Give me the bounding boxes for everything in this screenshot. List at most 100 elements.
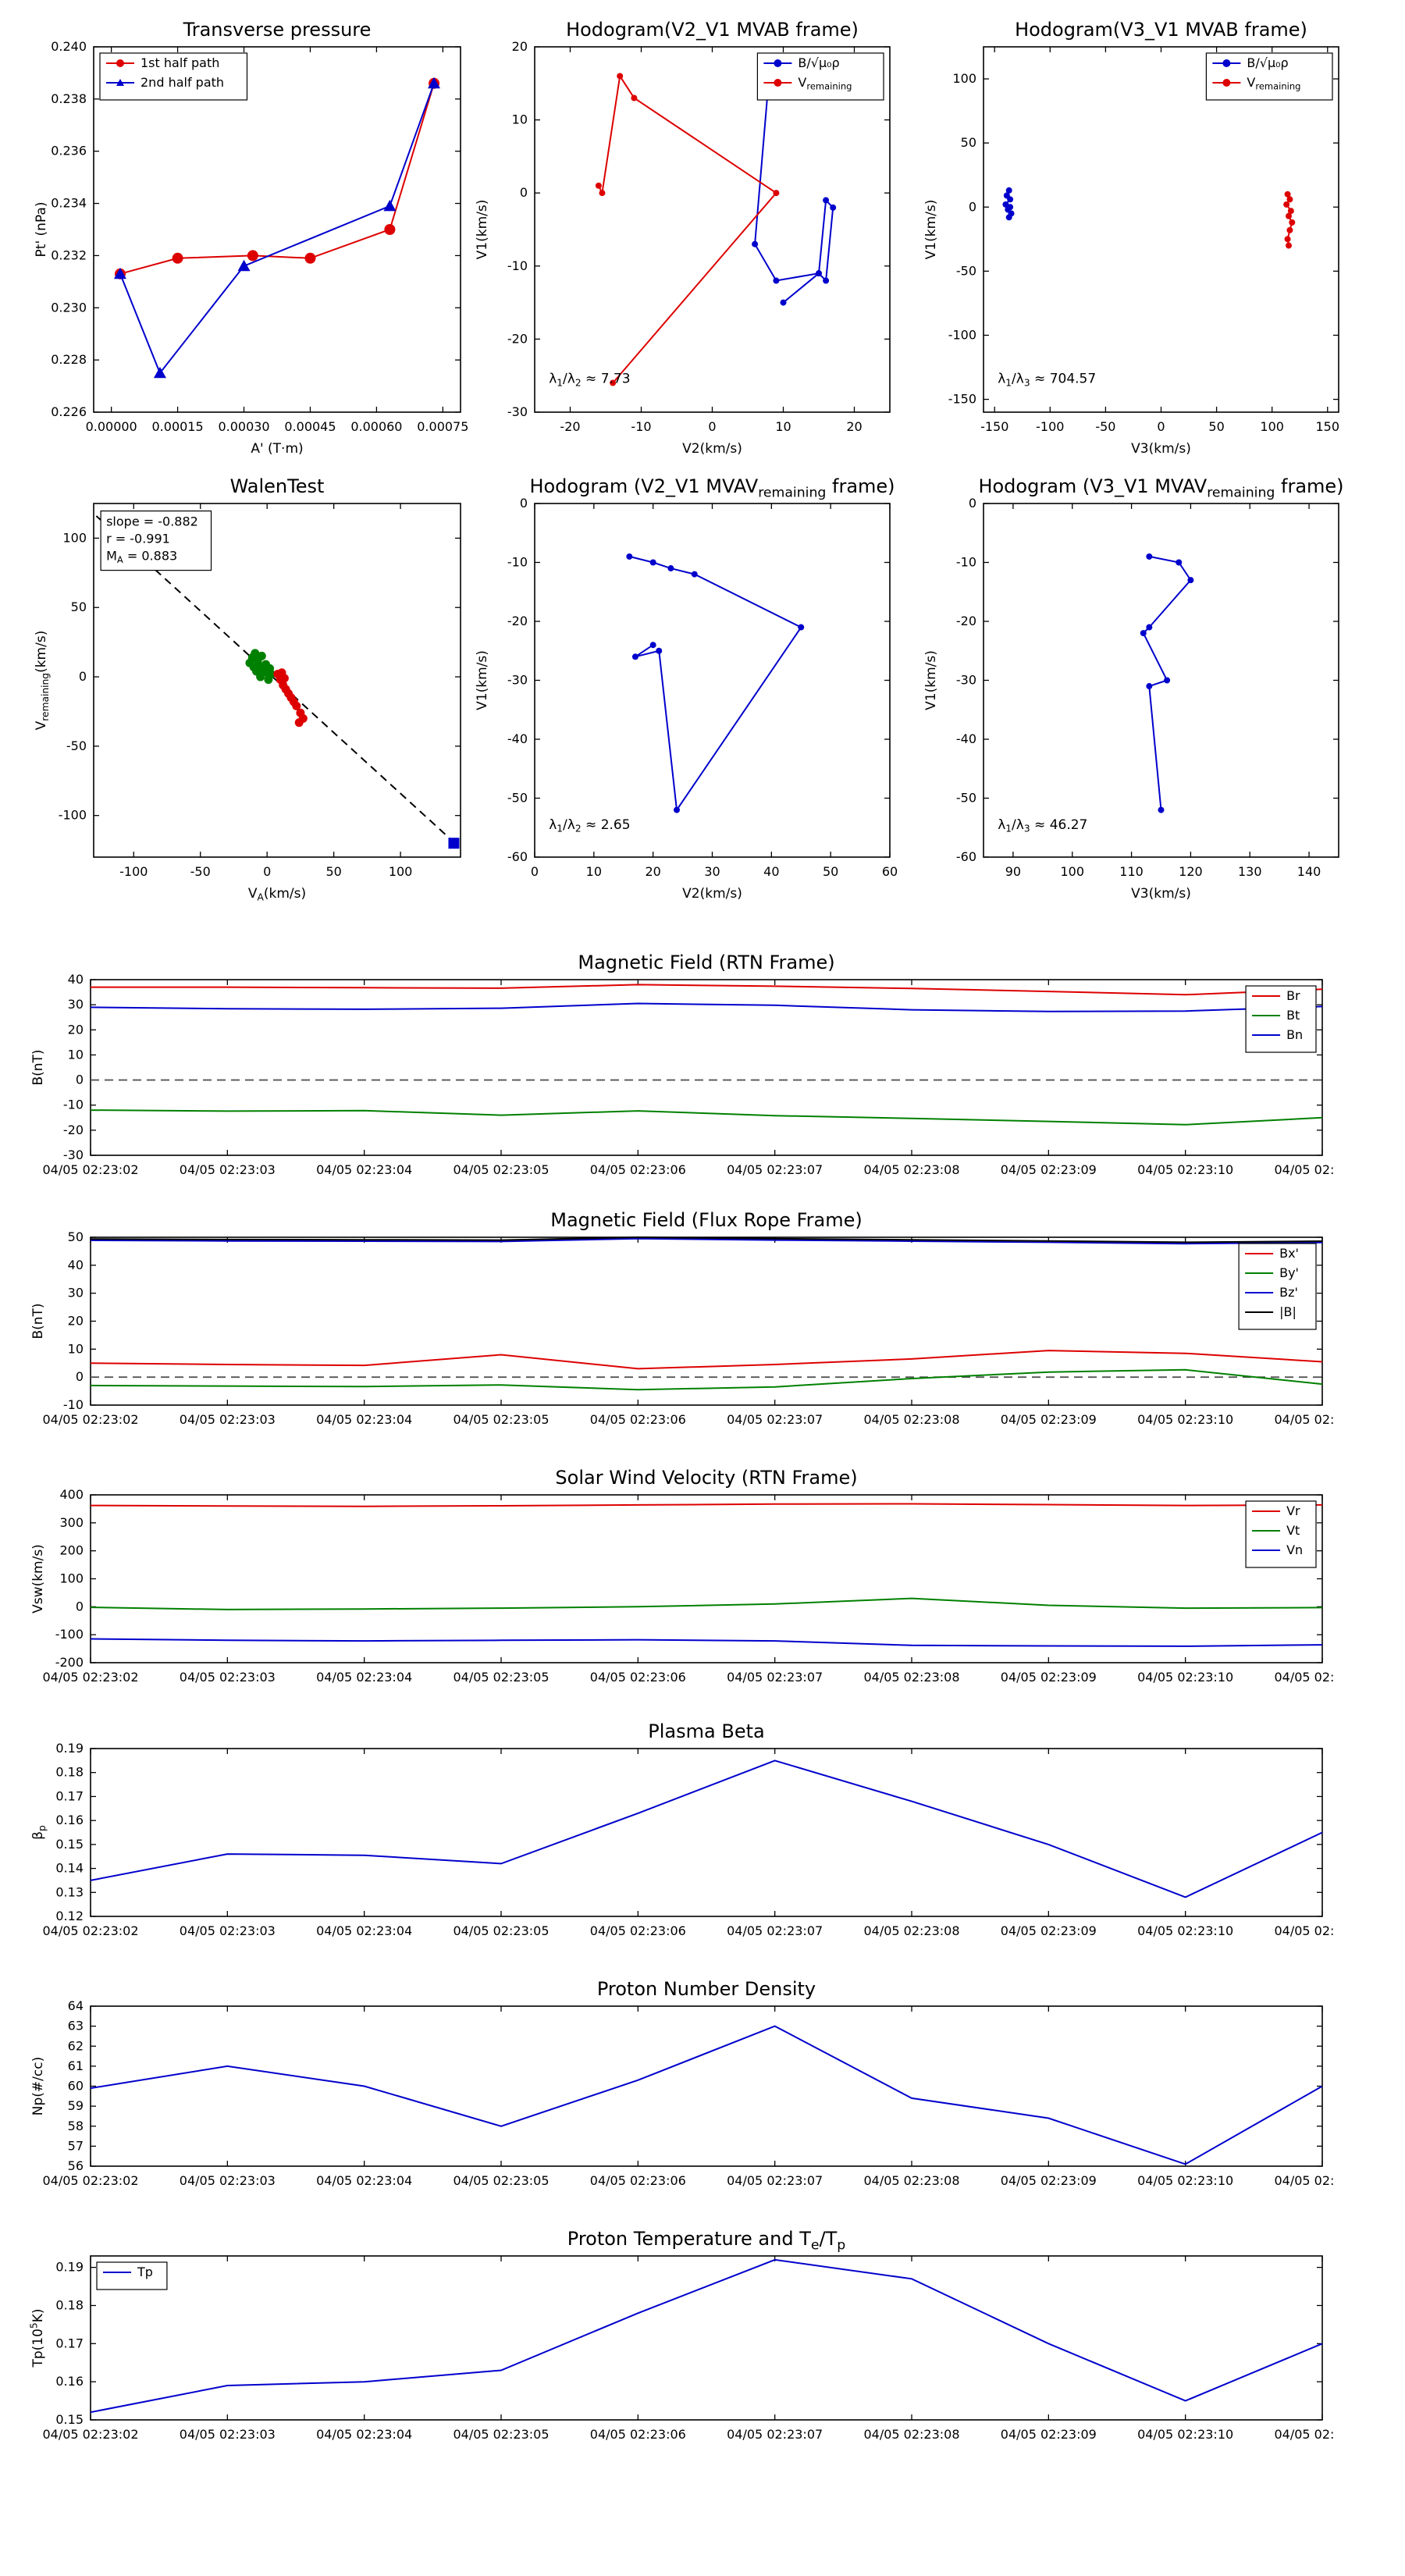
svg-text:Tp: Tp [137, 2265, 153, 2279]
svg-text:Vremaining​: Vremaining​ [1247, 75, 1300, 92]
svg-text:04/05 02:23:02: 04/05 02:23:02 [42, 1923, 138, 1938]
chart-magnetic-field-fluxrope-svg: Magnetic Field (Flux Rope Frame) 04/05 02… [30, 1209, 1334, 1427]
svg-text:0: 0 [79, 669, 87, 684]
svg-text:04/05 02:23:03: 04/05 02:23:03 [180, 2173, 276, 2188]
svg-text:04/05 02:23:11: 04/05 02:23:11 [1274, 1412, 1334, 1427]
svg-text:Magnetic Field (RTN Frame): Magnetic Field (RTN Frame) [578, 952, 834, 973]
svg-text:Magnetic Field (Flux Rope Fram: Magnetic Field (Flux Rope Frame) [550, 1209, 862, 1231]
svg-text:V1(km/s): V1(km/s) [923, 650, 939, 710]
svg-text:04/05 02:23:10: 04/05 02:23:10 [1137, 1412, 1233, 1427]
svg-text:04/05 02:23:02: 04/05 02:23:02 [42, 2427, 138, 2442]
svg-text:B(nT): B(nT) [30, 1049, 46, 1085]
svg-text:04/05 02:23:02: 04/05 02:23:02 [42, 2173, 138, 2188]
svg-text:Vremaining​(km/s): Vremaining​(km/s) [34, 631, 51, 731]
svg-text:-100: -100 [59, 808, 87, 823]
svg-text:200: 200 [59, 1543, 84, 1558]
svg-text:0.00060: 0.00060 [350, 419, 402, 434]
svg-text:20: 20 [68, 1022, 84, 1037]
chart-proton-number-density-svg: Proton Number Density 04/05 02:23:02 04/05… [30, 1978, 1334, 2188]
svg-text:0.00075: 0.00075 [417, 419, 468, 434]
svg-text:0.14: 0.14 [55, 1861, 84, 1876]
svg-text:Vr: Vr [1286, 1503, 1300, 1518]
svg-text:0: 0 [520, 496, 528, 511]
svg-text:V3(km/s): V3(km/s) [1131, 441, 1191, 457]
svg-text:0: 0 [76, 1073, 84, 1087]
svg-text:-200: -200 [55, 1655, 84, 1670]
svg-text:-20: -20 [63, 1123, 84, 1137]
svg-text:-10: -10 [63, 1397, 84, 1412]
svg-text:-30: -30 [507, 673, 528, 688]
svg-text:10: 10 [68, 1047, 84, 1062]
svg-text:10: 10 [68, 1341, 84, 1356]
svg-text:λ1​/λ3​ ≈ 46.27: λ1​/λ3​ ≈ 46.27 [998, 817, 1087, 834]
svg-text:59: 59 [68, 2098, 84, 2113]
svg-text:Solar Wind Velocity (RTN Frame: Solar Wind Velocity (RTN Frame) [555, 1467, 857, 1489]
svg-text:-20: -20 [560, 419, 580, 434]
svg-text:MA​ = 0.883: MA​ = 0.883 [106, 549, 177, 566]
svg-text:0.234: 0.234 [51, 196, 87, 211]
svg-text:50: 50 [71, 600, 87, 614]
svg-text:04/05 02:23:09: 04/05 02:23:09 [1001, 1923, 1097, 1938]
svg-text:Hodogram (V3_V1 MVAVremaining​: Hodogram (V3_V1 MVAVremaining​ frame) [978, 475, 1343, 500]
svg-text:Hodogram (V2_V1 MVAVremaining​: Hodogram (V2_V1 MVAVremaining​ frame) [529, 475, 895, 500]
svg-text:04/05 02:23:03: 04/05 02:23:03 [180, 2427, 276, 2442]
svg-text:VA​(km/s): VA​(km/s) [248, 886, 306, 903]
svg-text:-50: -50 [190, 864, 211, 879]
svg-text:40: 40 [68, 1258, 84, 1272]
svg-text:-10: -10 [956, 555, 976, 570]
svg-text:-20: -20 [956, 614, 976, 628]
svg-text:130: 130 [1238, 864, 1262, 879]
svg-text:Bz': Bz' [1279, 1285, 1298, 1300]
svg-text:-20: -20 [507, 331, 528, 346]
svg-text:56: 56 [68, 2158, 84, 2173]
svg-text:20: 20 [512, 39, 528, 54]
chart-hodogram-v2v1-mvab: Hodogram(V2_V1 MVAB frame) -20 -10 0 10 20 -30… [464, 12, 902, 461]
svg-text:60: 60 [68, 2079, 84, 2094]
svg-text:0.232: 0.232 [51, 247, 87, 262]
chart-magnetic-field-rtn-svg: Magnetic Field (RTN Frame) 04/05 02:23:02… [30, 952, 1334, 1177]
svg-text:-50: -50 [956, 791, 976, 806]
svg-text:100: 100 [389, 864, 413, 879]
svg-text:λ1​/λ2​ ≈ 2.65: λ1​/λ2​ ≈ 2.65 [549, 817, 630, 834]
svg-text:0: 0 [76, 1369, 84, 1384]
svg-text:0: 0 [76, 1599, 84, 1614]
svg-text:10: 10 [512, 112, 528, 127]
svg-text:WalenTest: WalenTest [230, 475, 325, 497]
svg-text:0: 0 [263, 864, 271, 879]
svg-text:04/05 02:23:03: 04/05 02:23:03 [180, 1162, 276, 1177]
svg-text:57: 57 [68, 2138, 84, 2153]
svg-text:04/05 02:23:07: 04/05 02:23:07 [727, 2173, 823, 2188]
svg-text:04/05 02:23:06: 04/05 02:23:06 [590, 1923, 686, 1938]
svg-text:04/05 02:23:11: 04/05 02:23:11 [1274, 2427, 1334, 2442]
svg-text:λ1​/λ3​ ≈ 704.57: λ1​/λ3​ ≈ 704.57 [998, 372, 1096, 389]
svg-text:0.00000: 0.00000 [86, 419, 137, 434]
svg-text:B(nT): B(nT) [30, 1303, 46, 1339]
svg-text:Np(#/cc): Np(#/cc) [30, 2057, 46, 2115]
svg-text:100: 100 [952, 71, 976, 86]
svg-text:50: 50 [325, 864, 341, 879]
svg-text:04/05 02:23:04: 04/05 02:23:04 [316, 1162, 412, 1177]
svg-text:61: 61 [68, 2058, 84, 2073]
svg-text:V3(km/s): V3(km/s) [1131, 886, 1191, 902]
svg-text:-10: -10 [63, 1098, 84, 1112]
svg-text:-50: -50 [1095, 419, 1115, 434]
svg-text:A' (T·m): A' (T·m) [251, 441, 303, 457]
svg-text:Vn: Vn [1286, 1542, 1303, 1557]
svg-text:0.00045: 0.00045 [284, 419, 336, 434]
svg-text:Bt: Bt [1286, 1008, 1300, 1023]
svg-text:Vsw(km/s): Vsw(km/s) [30, 1544, 46, 1614]
svg-text:0.16: 0.16 [55, 1813, 84, 1827]
svg-text:Transverse pressure: Transverse pressure [183, 19, 372, 41]
svg-text:100: 100 [1260, 419, 1284, 434]
svg-text:04/05 02:23:06: 04/05 02:23:06 [590, 2173, 686, 2188]
svg-text:04/05 02:23:09: 04/05 02:23:09 [1001, 2427, 1097, 2442]
svg-text:0: 0 [1157, 419, 1165, 434]
svg-text:04/05 02:23:09: 04/05 02:23:09 [1001, 2173, 1097, 2188]
svg-text:04/05 02:23:04: 04/05 02:23:04 [316, 2427, 412, 2442]
svg-text:0.15: 0.15 [55, 1837, 84, 1852]
svg-text:0.12: 0.12 [55, 1909, 84, 1923]
chart-proton-temperature: Proton Temperature and Te​/Tp​ 04/05 02:2… [20, 2221, 1334, 2459]
chart-hodogram-v2v1-mvav-svg: Hodogram (V2_V1 MVAVremaining​ frame)010… [475, 475, 898, 902]
svg-text:100: 100 [59, 1571, 84, 1586]
